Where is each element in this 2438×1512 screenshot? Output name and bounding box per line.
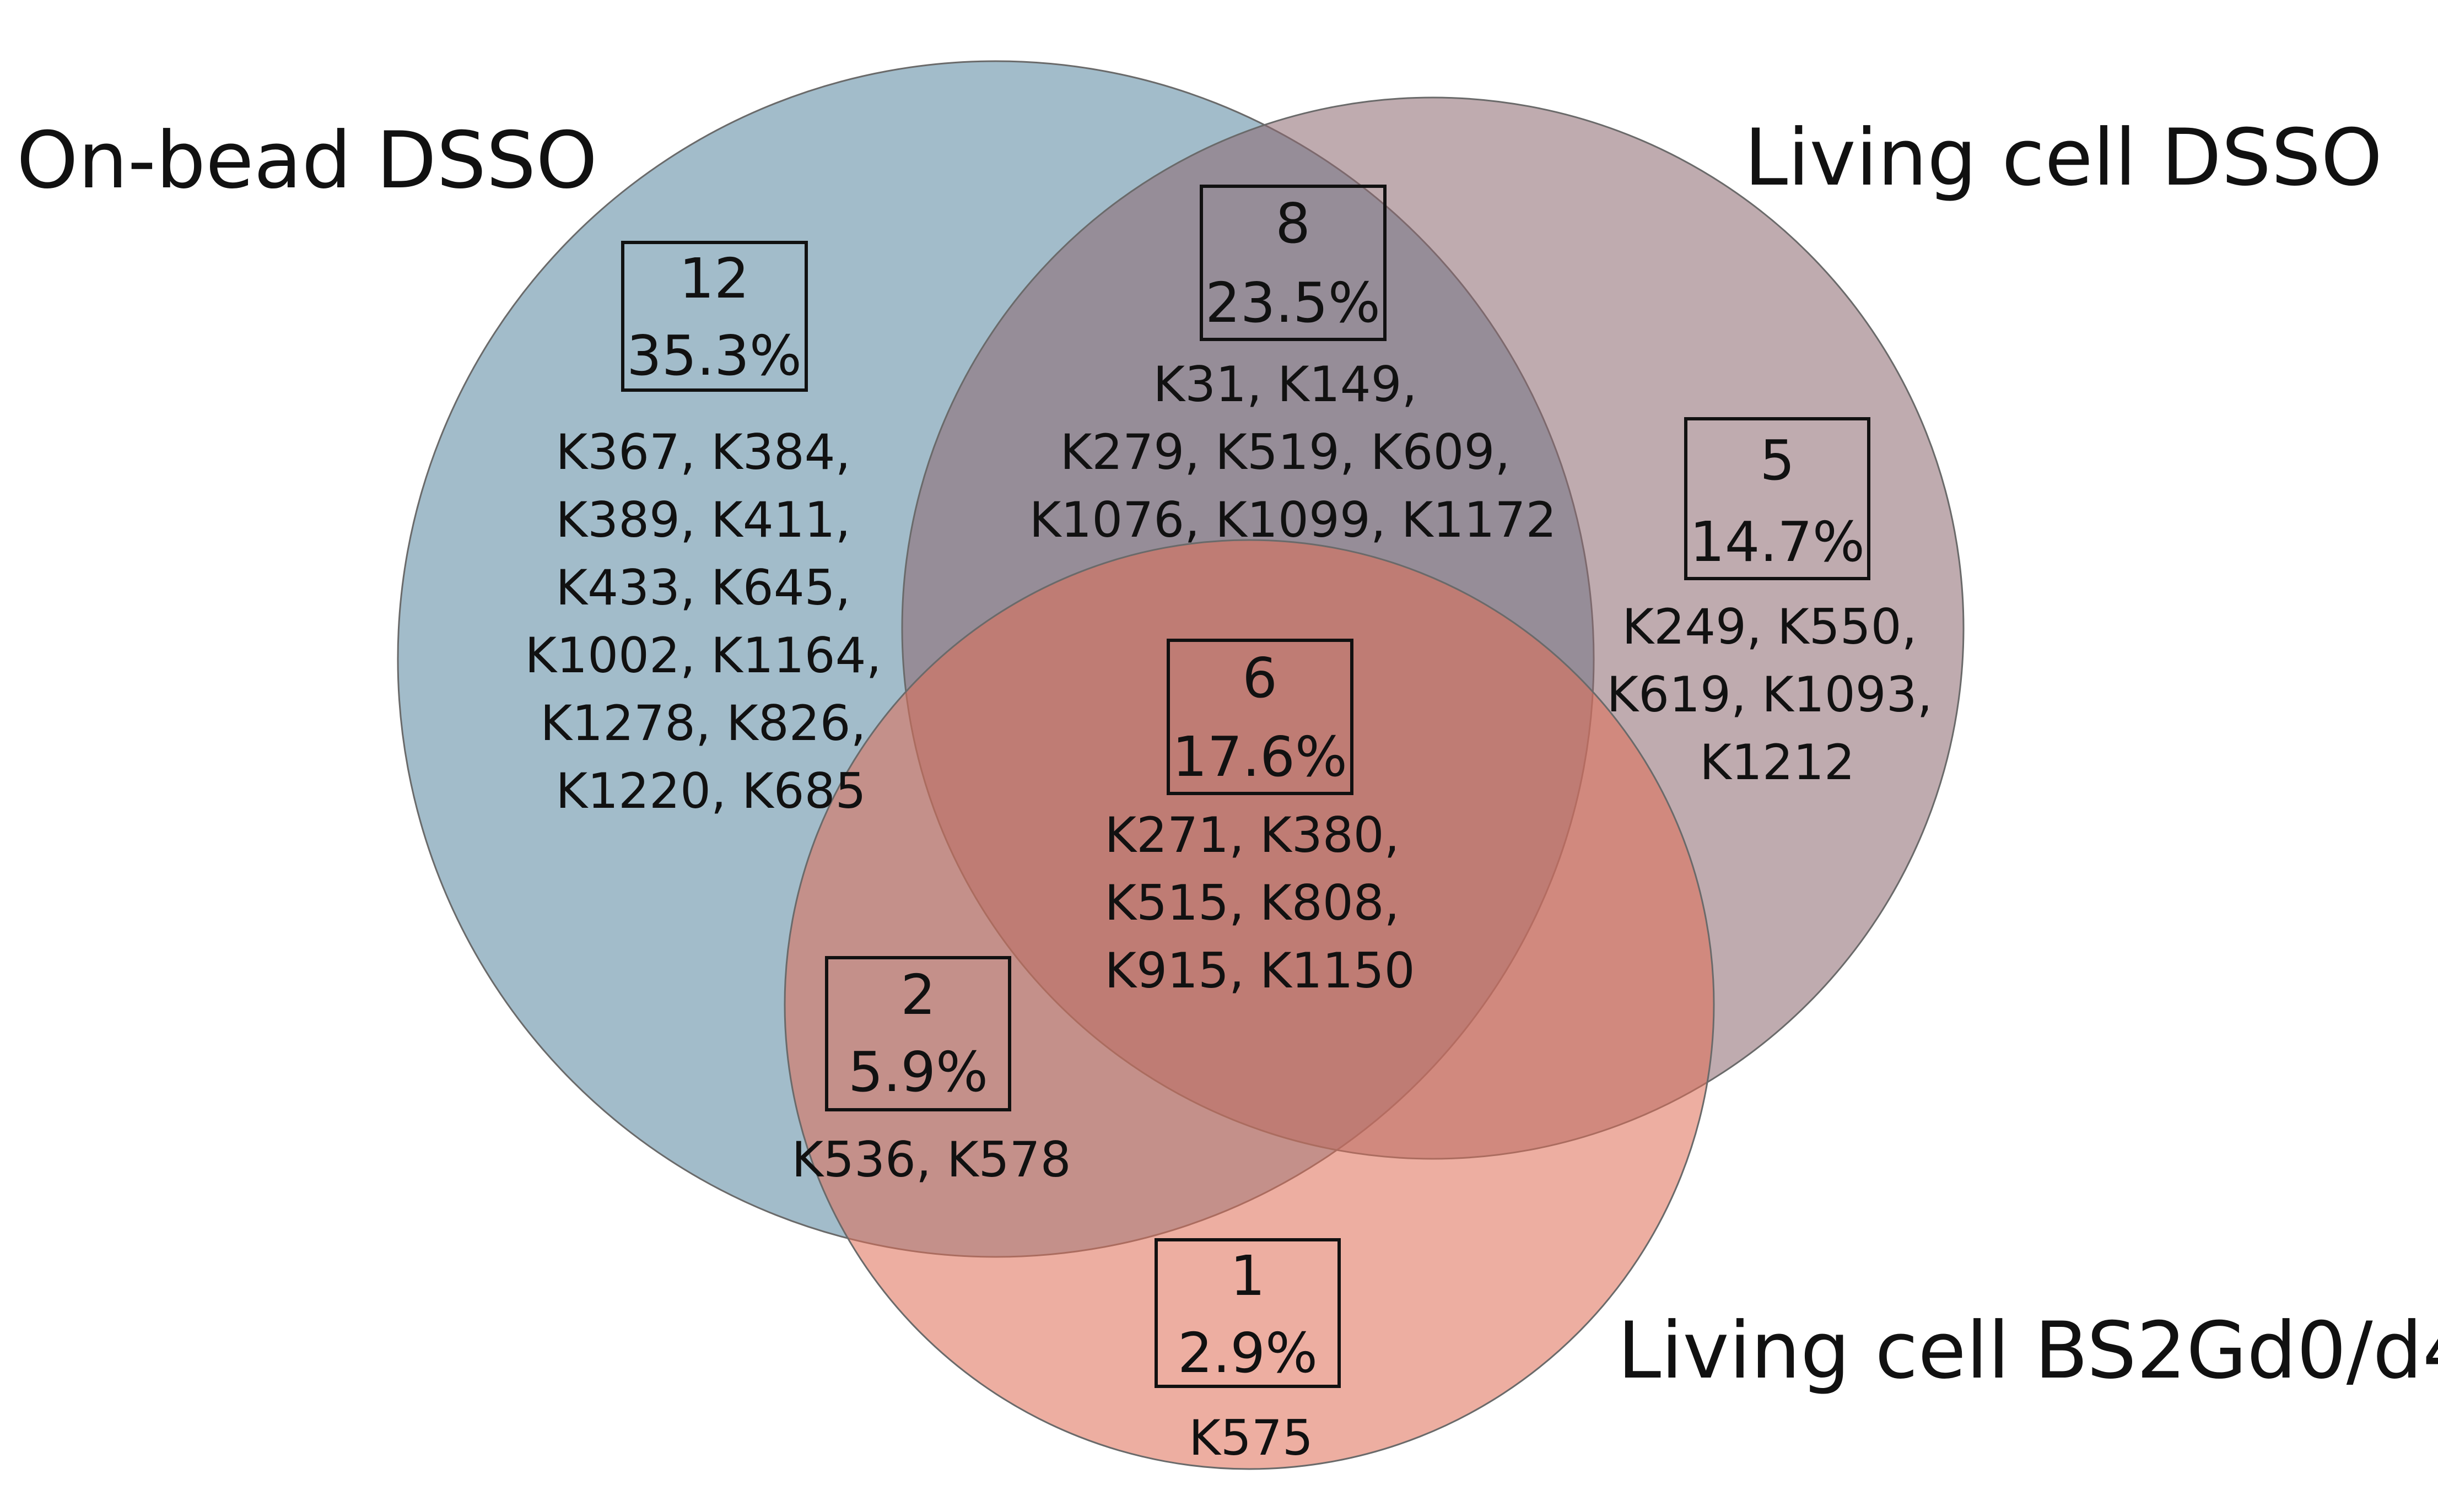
set-labels: On-bead DSSO Living cell DSSO Living cel…	[17, 112, 2438, 1396]
region-on-bead-and-living-dsso: 8 23.5% K31, K149, K279, K519, K609, K10…	[1029, 185, 1557, 548]
site-line: K433, K645,	[555, 559, 850, 616]
site-line: K619, K1093,	[1606, 666, 1932, 723]
site-line: K1220, K685	[555, 763, 866, 819]
region-count: 8	[1275, 191, 1310, 256]
region-all-three: 6 17.6% K271, K380, K515, K808, K915, K1…	[1104, 639, 1415, 999]
region-box	[825, 956, 1011, 1111]
living-cell-bs2g-label: Living cell BS2Gd0/d4	[1617, 1305, 2438, 1396]
site-line: K536, K578	[791, 1131, 1071, 1188]
region-percent: 2.9%	[1178, 1321, 1318, 1385]
living-cell-dsso-label: Living cell DSSO	[1744, 112, 2382, 203]
set-circles	[397, 60, 1965, 1470]
site-line: K515, K808,	[1104, 874, 1399, 931]
site-line: K575	[1189, 1410, 1313, 1466]
region-on-bead-and-bs2g: 2 5.9% K536, K578	[791, 956, 1071, 1188]
site-line: K367, K384,	[555, 424, 850, 480]
site-line: K279, K519, K609,	[1060, 424, 1511, 480]
region-count: 5	[1760, 428, 1795, 493]
site-line: K1212	[1700, 734, 1855, 791]
region-box	[1684, 417, 1870, 580]
site-line: K1002, K1164,	[525, 627, 881, 684]
region-percent: 14.7%	[1690, 510, 1865, 574]
region-count: 6	[1242, 646, 1277, 710]
site-line: K249, K550,	[1622, 598, 1917, 655]
region-count: 2	[900, 963, 936, 1027]
site-line: K1076, K1099, K1172	[1029, 492, 1557, 548]
region-percent: 5.9%	[848, 1040, 988, 1104]
region-box	[1200, 185, 1387, 341]
region-sites: K367, K384, K389, K411, K433, K645, K100…	[525, 424, 897, 819]
region-bs2g-only: 1 2.9% K575	[1155, 1238, 1341, 1466]
living-cell-bs2g-circle	[784, 539, 1715, 1470]
region-box	[1155, 1238, 1341, 1388]
region-sites: K31, K149, K279, K519, K609, K1076, K109…	[1029, 356, 1557, 548]
region-sites: K536, K578	[791, 1131, 1071, 1188]
site-line: K1278, K826,	[540, 695, 866, 752]
region-living-dsso-only: 5 14.7% K249, K550, K619, K1093, K1212	[1606, 417, 1948, 791]
site-line: K31, K149,	[1153, 356, 1417, 413]
region-count: 1	[1230, 1244, 1265, 1308]
site-line: K271, K380,	[1104, 807, 1399, 863]
region-percent: 35.3%	[627, 323, 802, 388]
region-percent: 17.6%	[1172, 725, 1347, 789]
region-box	[621, 241, 808, 392]
site-line: K915, K1150	[1104, 942, 1415, 999]
region-percent: 23.5%	[1205, 271, 1380, 335]
region-on-bead-only: 12 35.3% K367, K384, K389, K411, K433, K…	[525, 241, 897, 819]
region-sites: K249, K550, K619, K1093, K1212	[1606, 598, 1948, 791]
region-sites: K271, K380, K515, K808, K915, K1150	[1104, 807, 1415, 999]
site-line: K389, K411,	[555, 492, 850, 548]
region-sites: K575	[1189, 1410, 1313, 1466]
region-box	[1167, 639, 1353, 795]
region-count: 12	[679, 246, 749, 311]
on-bead-dsso-label: On-bead DSSO	[17, 115, 597, 206]
